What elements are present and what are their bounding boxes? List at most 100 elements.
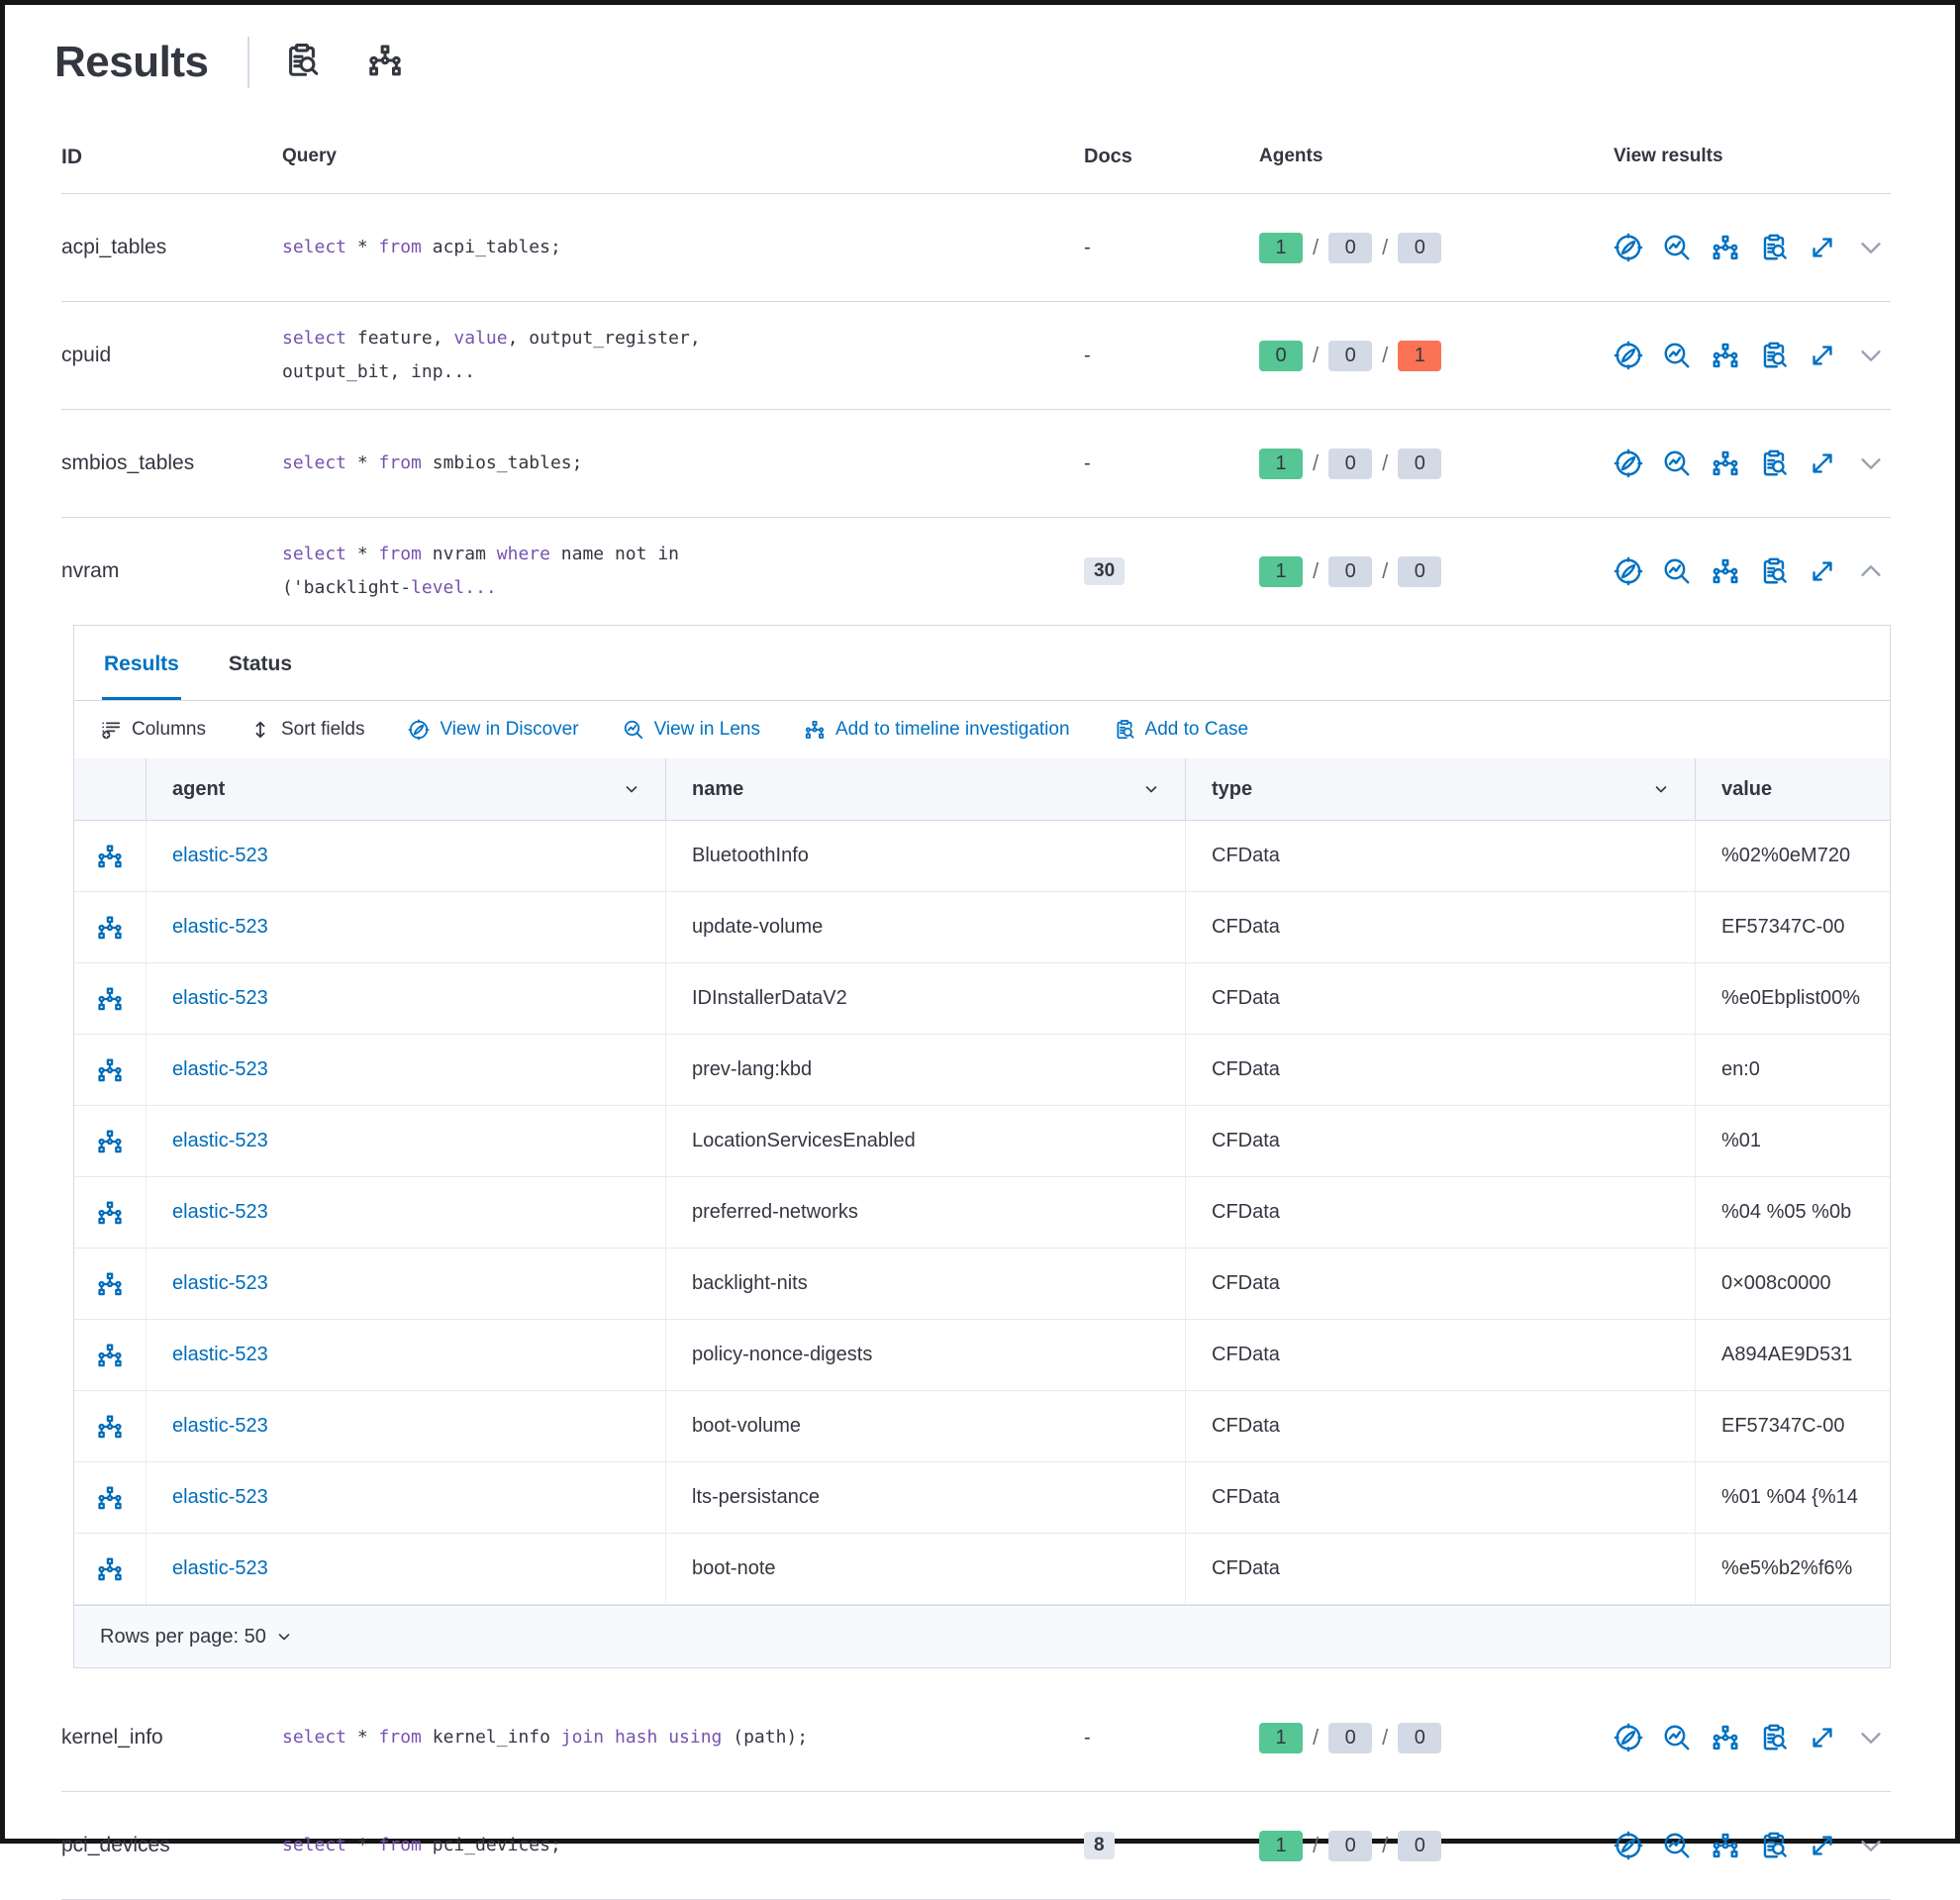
panel-tabs: Results Status xyxy=(74,626,1890,701)
expand-row-button[interactable] xyxy=(1856,1831,1886,1860)
grid-header-value[interactable]: value xyxy=(1696,758,1890,820)
view-results-expand-button[interactable] xyxy=(1808,1831,1837,1860)
view-results-case-button[interactable] xyxy=(1759,449,1789,478)
add-to-timeline-button[interactable] xyxy=(96,843,124,870)
toolbar-add-to-case-button[interactable]: Add to Case xyxy=(1114,719,1248,741)
view-results-expand-button[interactable] xyxy=(1808,449,1837,478)
tab-status[interactable]: Status xyxy=(228,652,293,675)
agents-success-badge: 1 xyxy=(1259,448,1303,479)
agent-link[interactable]: elastic-523 xyxy=(172,1557,268,1579)
grid-header-name[interactable]: name xyxy=(666,758,1186,820)
add-to-timeline-button[interactable] xyxy=(96,1413,124,1441)
view-results-lens-button[interactable] xyxy=(1662,233,1692,262)
agent-link[interactable]: elastic-523 xyxy=(172,987,268,1009)
toolbar-sort-fields-button[interactable]: Sort fields xyxy=(249,719,364,741)
view-results-discover-button[interactable] xyxy=(1614,1831,1643,1860)
view-results-discover-button[interactable] xyxy=(1614,341,1643,370)
agent-link[interactable]: elastic-523 xyxy=(172,845,268,866)
view-results-timeline-button[interactable] xyxy=(1711,1831,1740,1860)
view-results-lens-button[interactable] xyxy=(1662,341,1692,370)
query-rows-after-panel: kernel_info select * from kernel_info joi… xyxy=(61,1684,1891,1900)
grid-row-controls xyxy=(74,1035,147,1105)
view-results-timeline-button[interactable] xyxy=(1711,449,1740,478)
collapse-row-button[interactable] xyxy=(1856,556,1886,586)
inspect-icon[interactable] xyxy=(283,42,321,84)
agent-link[interactable]: elastic-523 xyxy=(172,1415,268,1437)
timeline-icon xyxy=(1713,1833,1738,1858)
grid-row-controls xyxy=(74,1177,147,1248)
discover-icon xyxy=(1614,233,1643,262)
view-results-icons xyxy=(1614,1723,1891,1752)
agent-link[interactable]: elastic-523 xyxy=(172,1272,268,1294)
add-to-timeline-button[interactable] xyxy=(96,1555,124,1583)
cell-type: CFData xyxy=(1186,1534,1696,1604)
view-results-case-button[interactable] xyxy=(1759,1831,1789,1860)
view-results-discover-button[interactable] xyxy=(1614,233,1643,262)
toolbar-add-to-timeline-investigation-button[interactable]: Add to timeline investigation xyxy=(804,719,1070,741)
toolbar-view-in-discover-button[interactable]: View in Discover xyxy=(408,719,579,741)
add-to-timeline-button[interactable] xyxy=(96,1128,124,1155)
agent-link[interactable]: elastic-523 xyxy=(172,1058,268,1080)
agent-link[interactable]: elastic-523 xyxy=(172,1486,268,1508)
discover-icon xyxy=(1614,341,1643,370)
view-results-case-button[interactable] xyxy=(1759,341,1789,370)
view-results-timeline-button[interactable] xyxy=(1711,233,1740,262)
agent-link[interactable]: elastic-523 xyxy=(172,1344,268,1365)
view-results-timeline-button[interactable] xyxy=(1711,341,1740,370)
view-results-lens-button[interactable] xyxy=(1662,1723,1692,1752)
add-to-timeline-button[interactable] xyxy=(96,1484,124,1512)
view-results-discover-button[interactable] xyxy=(1614,449,1643,478)
add-to-timeline-button[interactable] xyxy=(96,1056,124,1084)
view-results-expand-button[interactable] xyxy=(1808,233,1837,262)
query-row-nvram: nvram select * from nvram where name not … xyxy=(61,518,1891,625)
agent-link[interactable]: elastic-523 xyxy=(172,1130,268,1151)
view-results-case-button[interactable] xyxy=(1759,556,1789,586)
grid-header-agent[interactable]: agent xyxy=(147,758,666,820)
agent-link[interactable]: elastic-523 xyxy=(172,1201,268,1223)
view-results-lens-button[interactable] xyxy=(1662,556,1692,586)
agents-badges: 1 / 0 / 0 xyxy=(1259,1830,1614,1861)
view-results-case-button[interactable] xyxy=(1759,1723,1789,1752)
tab-results[interactable]: Results xyxy=(102,626,181,700)
expand-row-button[interactable] xyxy=(1856,449,1886,478)
discover-icon xyxy=(1614,556,1643,586)
add-to-timeline-button[interactable] xyxy=(96,914,124,942)
expand-row-button[interactable] xyxy=(1856,341,1886,370)
agents-success-badge: 1 xyxy=(1259,1722,1303,1753)
add-to-timeline-button[interactable] xyxy=(96,985,124,1013)
toolbar-columns-button[interactable]: Columns xyxy=(100,719,206,741)
query-rows-before-panel: acpi_tables select * from acpi_tables; -1/… xyxy=(61,194,1891,625)
view-results-lens-button[interactable] xyxy=(1662,449,1692,478)
chevron-down-icon xyxy=(1145,786,1157,793)
add-to-timeline-button[interactable] xyxy=(96,1199,124,1227)
view-results-case-button[interactable] xyxy=(1759,233,1789,262)
view-results-expand-button[interactable] xyxy=(1808,341,1837,370)
agent-link[interactable]: elastic-523 xyxy=(172,916,268,938)
agents-failed-badge: 1 xyxy=(1398,340,1442,371)
view-results-discover-button[interactable] xyxy=(1614,556,1643,586)
agents-separator: / xyxy=(1313,450,1320,475)
title-icons xyxy=(283,42,404,84)
view-results-lens-button[interactable] xyxy=(1662,1831,1692,1860)
view-results-expand-button[interactable] xyxy=(1808,1723,1837,1752)
rows-per-page-control[interactable]: Rows per page: 50 xyxy=(74,1605,1890,1667)
grid-header-type[interactable]: type xyxy=(1186,758,1696,820)
add-to-timeline-button[interactable] xyxy=(96,1270,124,1298)
expand-icon xyxy=(1813,561,1832,581)
grid-row-controls xyxy=(74,1249,147,1319)
sql-keyword: from xyxy=(378,544,422,564)
expanded-results-panel: Results Status Columns Sort fields View in… xyxy=(73,625,1891,1668)
expand-row-button[interactable] xyxy=(1856,233,1886,262)
timeline-icon[interactable] xyxy=(366,42,404,84)
expand-row-button[interactable] xyxy=(1856,1723,1886,1752)
view-results-expand-button[interactable] xyxy=(1808,556,1837,586)
cell-agent: elastic-523 xyxy=(147,963,666,1034)
rows-per-page-label: Rows per page: 50 xyxy=(100,1625,266,1648)
view-results-discover-button[interactable] xyxy=(1614,1723,1643,1752)
view-results-timeline-button[interactable] xyxy=(1711,556,1740,586)
toolbar-view-in-lens-button[interactable]: View in Lens xyxy=(623,719,760,741)
add-to-timeline-button[interactable] xyxy=(96,1342,124,1369)
view-results-timeline-button[interactable] xyxy=(1711,1723,1740,1752)
sql-keyword: select xyxy=(282,328,347,349)
grid-row: elastic-523 backlight-nits CFData 0×008c000… xyxy=(74,1249,1890,1320)
